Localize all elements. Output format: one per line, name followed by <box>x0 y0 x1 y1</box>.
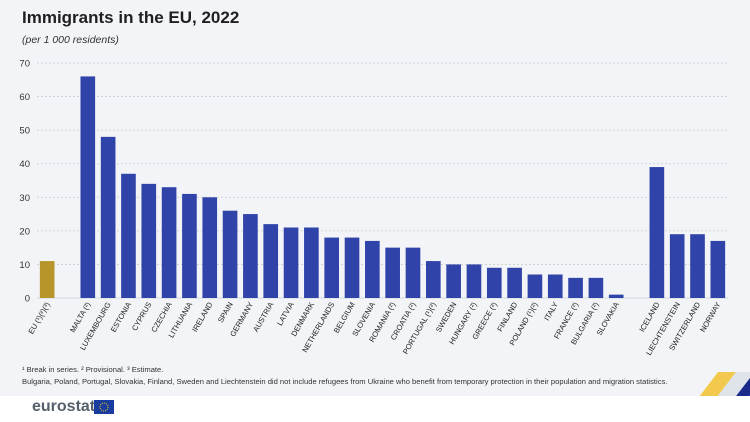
bar <box>385 247 400 298</box>
bar <box>486 267 502 298</box>
bar <box>80 76 96 298</box>
bar <box>39 261 55 298</box>
bar <box>365 240 380 298</box>
chart-title: Immigrants in the EU, 2022 <box>22 8 240 27</box>
category-label: SPAIN <box>216 301 235 325</box>
bar <box>527 274 543 298</box>
bar <box>222 210 238 298</box>
y-tick-label: 50 <box>19 126 30 137</box>
bar <box>304 227 319 298</box>
bar <box>710 240 726 298</box>
chart-subtitle: (per 1 000 residents) <box>22 34 119 46</box>
category-label: LATVIA <box>275 300 296 327</box>
footer-bar <box>0 396 750 422</box>
y-tick-label: 20 <box>19 226 30 237</box>
bar <box>649 167 665 298</box>
category-label: EU (¹)(²)(³) <box>26 300 52 336</box>
footnotes: ¹ Break in series. ² Provisional. ³ Esti… <box>22 364 667 388</box>
y-tick-label: 10 <box>19 260 30 271</box>
eurostat-logo: eurostat <box>32 398 96 415</box>
bar <box>547 274 563 298</box>
bar <box>446 264 461 298</box>
bar <box>588 277 604 298</box>
bar <box>466 264 482 298</box>
bar <box>425 261 441 298</box>
footnote-legend: ¹ Break in series. ² Provisional. ³ Esti… <box>22 365 164 374</box>
bar <box>202 197 218 298</box>
category-label: ITALY <box>542 301 560 323</box>
footnote-refugees: Bulgaria, Poland, Portugal, Slovakia, Fi… <box>22 377 668 386</box>
bar <box>161 187 177 298</box>
bar <box>608 294 624 298</box>
y-tick-label: 40 <box>19 159 30 170</box>
bar <box>669 234 685 298</box>
bar <box>690 234 705 298</box>
bar <box>182 193 197 298</box>
y-tick-label: 0 <box>25 294 30 305</box>
bar <box>344 237 360 298</box>
bar <box>121 173 136 298</box>
category-label: AUSTRIA <box>251 300 276 334</box>
bar <box>283 227 299 298</box>
y-tick-label: 70 <box>19 59 30 70</box>
y-tick-label: 60 <box>19 92 30 103</box>
y-tick-label: 30 <box>19 193 30 204</box>
bar <box>568 277 583 298</box>
bar <box>405 247 421 298</box>
bar <box>100 136 116 298</box>
bar <box>141 183 157 298</box>
bar <box>324 237 340 298</box>
bar <box>243 214 258 298</box>
bar <box>263 224 279 298</box>
bar <box>507 267 522 298</box>
eu-flag-icon <box>94 400 114 414</box>
